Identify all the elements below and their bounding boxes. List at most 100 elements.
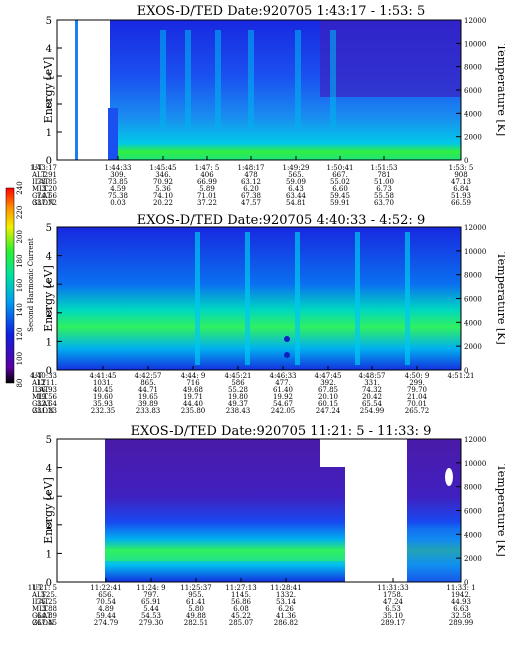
table-cell: 79.70: [407, 386, 427, 394]
panel-2: EXOS-D/TED Date:920705 4:40:33 - 4:52: 9…: [30, 213, 505, 415]
table-cell: 254.99: [360, 407, 385, 415]
table-cell: 65.91: [141, 598, 161, 606]
table-cell: 667.: [332, 171, 348, 179]
table-cell: 1:45:45: [150, 164, 177, 172]
table-cell: 6.73: [376, 185, 392, 193]
spike: [355, 232, 360, 365]
table-cell: 47.57: [241, 199, 261, 207]
table-cell: 716: [186, 379, 200, 387]
table-cell: 4.59: [110, 185, 126, 193]
table-cell: 6.63: [453, 605, 469, 613]
row-label: ILAT: [32, 598, 49, 606]
table-cell: 274.79: [94, 619, 119, 627]
row-label: GLAT: [32, 612, 52, 620]
table-cell: 392.: [320, 379, 336, 387]
table-cell: 32.64: [37, 400, 58, 408]
table-cell: 1:53: 5: [449, 164, 474, 172]
table-cell: 231.23: [33, 407, 58, 415]
panel-3: EXOS-D/TED Date:920705 11:21: 5 - 11:33:…: [28, 424, 505, 627]
table-cell: 289.17: [381, 619, 406, 627]
table-cell: 61.41: [186, 598, 206, 606]
row-label: GLAT: [32, 400, 52, 408]
row-label: MLT: [32, 605, 48, 613]
table-cell: 1211.: [37, 379, 57, 387]
table-cell: 4:42:57: [135, 372, 162, 380]
table-cell: 11:27:13: [225, 584, 256, 592]
table-cell: 3.20: [41, 185, 57, 193]
table-cell: 65.54: [362, 400, 383, 408]
y-axis-label: Energy [eV]: [42, 265, 55, 332]
y2-tick-label: 4000: [464, 319, 482, 327]
y2-tick-label: 8000: [464, 272, 482, 280]
colorbar-tick-label: 220: [16, 206, 24, 219]
table-cell: 282.51: [184, 619, 209, 627]
table-cell: 63.70: [374, 199, 394, 207]
y2-tick-label: 0: [464, 367, 468, 375]
table-cell: 4:44: 9: [181, 372, 206, 380]
table-cell: 19.65: [138, 393, 158, 401]
y2-tick-label: 4000: [464, 110, 482, 118]
table-cell: 4:45:21: [225, 372, 252, 380]
table-cell: 74.32: [362, 386, 382, 394]
table-cell: 797.: [143, 591, 159, 599]
table-cell: 19.56: [37, 393, 58, 401]
y2-tick-label: 8000: [464, 64, 482, 72]
spike: [295, 232, 300, 365]
y-tick-label: 3: [46, 72, 52, 83]
table-cell: 6.26: [278, 605, 294, 613]
y2-tick-label: 10000: [464, 248, 486, 256]
table-cell: 1145.: [231, 591, 251, 599]
spike: [160, 30, 166, 128]
y-axis-label: Energy [eV]: [42, 477, 55, 544]
y-tick-label: 0: [46, 156, 52, 167]
table-cell: 4:47:45: [315, 372, 342, 380]
panel-title: EXOS-D/TED Date:920705 1:43:17 - 1:53: 5: [137, 4, 425, 19]
y-tick-label: 0: [46, 366, 52, 377]
y-tick-label: 5: [46, 435, 52, 446]
y-tick-label: 4: [46, 44, 52, 55]
table-cell: 59.09: [286, 178, 306, 186]
table-cell: 478: [244, 171, 257, 179]
table-cell: 73.85: [37, 178, 57, 186]
table-cell: 6.60: [332, 185, 348, 193]
table-cell: 346.: [155, 171, 171, 179]
y2-axis-label: Temperature [K]: [495, 44, 505, 136]
table-cell: 37.22: [197, 199, 217, 207]
spike: [245, 232, 250, 365]
table-cell: 55.58: [374, 192, 394, 200]
row-label: GLON: [32, 199, 54, 207]
spike: [295, 30, 301, 128]
y2-tick-label: 4000: [464, 531, 482, 539]
table-cell: 406: [200, 171, 214, 179]
row-label: MLT: [32, 393, 48, 401]
table-cell: 55.02: [330, 178, 350, 186]
table-cell: 67.85: [318, 386, 338, 394]
table-cell: 19.80: [228, 393, 248, 401]
table-cell: 67.38: [241, 192, 261, 200]
table-cell: 19.60: [93, 393, 113, 401]
table-cell: 1031.: [93, 379, 113, 387]
table-cell: 35.93: [93, 400, 113, 408]
table-cell: 1758.: [383, 591, 403, 599]
y-tick-label: 2: [46, 100, 52, 111]
table-cell: 20.22: [153, 199, 173, 207]
table-cell: 54.67: [273, 400, 293, 408]
table-cell: 477.: [275, 379, 291, 387]
spike: [405, 232, 410, 365]
table-cell: 75.38: [108, 192, 128, 200]
table-cell: 11:21: 5: [28, 584, 57, 592]
table-cell: 70.54: [96, 598, 117, 606]
table-cell: 75.25: [37, 598, 57, 606]
low-flux-region: [320, 20, 461, 97]
table-cell: 1332.: [276, 591, 296, 599]
table-cell: 289.99: [449, 619, 474, 627]
y2-axis-label: Temperature [K]: [495, 464, 505, 556]
y-tick-label: 1: [46, 128, 52, 139]
table-cell: 53.14: [276, 598, 297, 606]
colorbar-tick-label: 160: [16, 279, 24, 292]
table-cell: 73.85: [108, 178, 128, 186]
y2-tick-label: 10000: [464, 40, 486, 48]
colorbar-tick-label: 100: [16, 352, 24, 365]
table-cell: 279.30: [139, 619, 164, 627]
y2-tick-label: 10000: [464, 460, 486, 468]
